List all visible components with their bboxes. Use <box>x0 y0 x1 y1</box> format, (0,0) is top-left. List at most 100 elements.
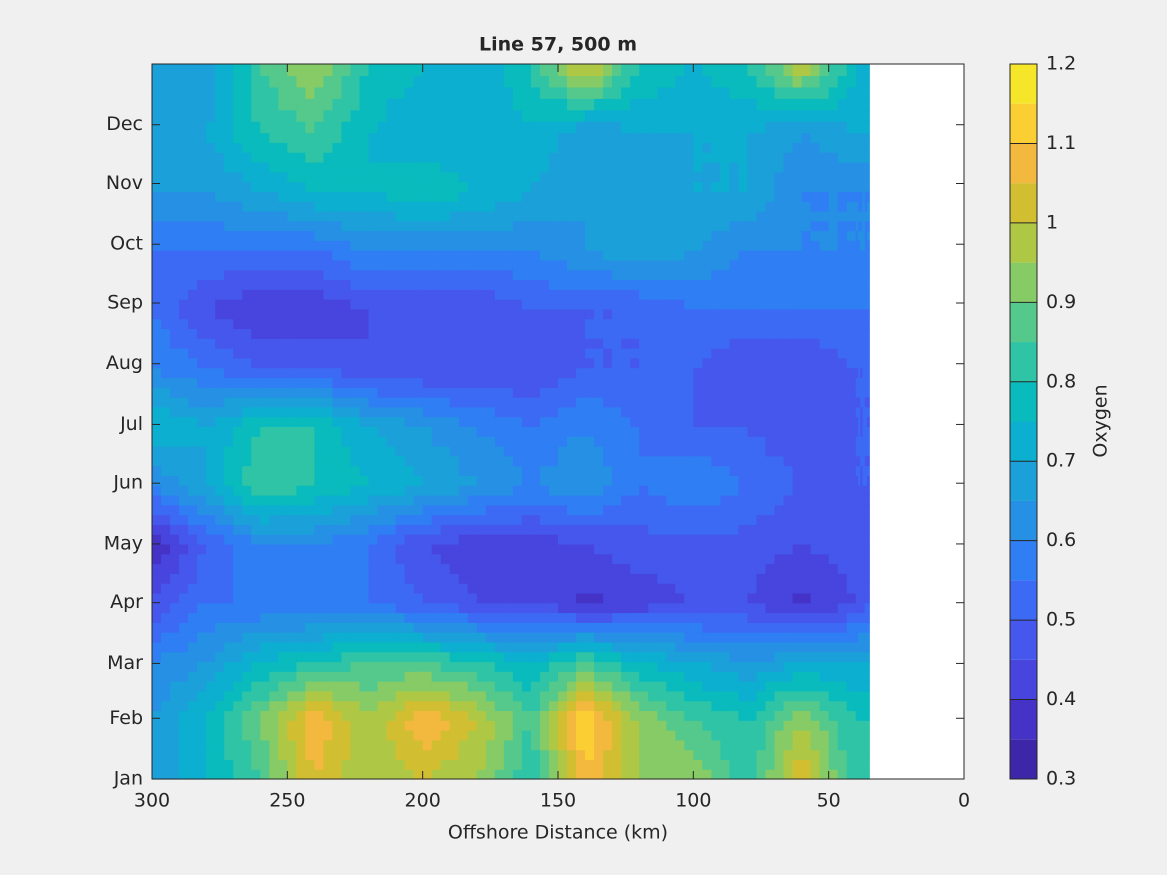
contour-cell <box>639 230 649 241</box>
contour-cell <box>386 308 397 320</box>
contour-cell <box>521 426 532 437</box>
contour-cell <box>332 749 343 761</box>
contour-cell <box>224 279 234 290</box>
contour-cell <box>720 367 731 379</box>
contour-cell <box>359 543 370 555</box>
contour-cell <box>341 749 352 761</box>
contour-cell <box>485 348 496 359</box>
contour-cell <box>539 201 550 212</box>
contour-cell <box>612 690 622 702</box>
contour-cell <box>242 230 252 241</box>
contour-cell <box>729 426 740 437</box>
contour-cell <box>711 524 721 535</box>
contour-cell <box>278 612 288 623</box>
contour-cell <box>576 416 586 427</box>
contour-cell <box>512 494 523 506</box>
contour-cell <box>161 583 171 594</box>
contour-cell <box>287 348 297 359</box>
contour-cell <box>395 465 406 476</box>
contour-cell <box>558 201 568 212</box>
contour-cell <box>386 534 397 545</box>
contour-cell <box>857 250 861 261</box>
contour-cell <box>810 700 821 712</box>
contour-cell <box>359 279 370 290</box>
contour-cell <box>233 524 243 535</box>
contour-cell <box>720 700 731 712</box>
contour-cell <box>377 700 388 712</box>
contour-cell <box>567 759 577 770</box>
contour-cell <box>846 612 857 623</box>
contour-cell <box>720 416 731 427</box>
contour-cell <box>862 494 866 506</box>
contour-cell <box>783 592 794 604</box>
contour-cell <box>413 455 424 467</box>
contour-cell <box>161 563 171 574</box>
contour-cell <box>530 406 541 418</box>
contour-cell <box>224 534 234 545</box>
contour-cell <box>431 730 442 741</box>
contour-cell <box>648 543 658 555</box>
contour-cell <box>386 671 397 682</box>
contour-cell <box>765 250 776 261</box>
contour-cell <box>792 583 803 594</box>
contour-cell <box>332 759 343 770</box>
contour-cell <box>197 514 207 525</box>
contour-cell <box>539 485 550 496</box>
contour-cell <box>224 191 234 202</box>
contour-cell <box>476 397 487 408</box>
contour-cell <box>449 397 460 408</box>
contour-cell <box>684 622 694 633</box>
contour-cell <box>846 445 857 457</box>
contour-cell <box>603 250 613 261</box>
contour-cell <box>567 583 577 594</box>
contour-cell <box>864 573 868 584</box>
contour-cell <box>720 602 731 614</box>
contour-cell <box>801 201 812 212</box>
contour-cell <box>332 573 343 584</box>
contour-cell <box>702 250 712 261</box>
contour-cell <box>648 641 658 653</box>
contour-cell <box>341 308 352 320</box>
contour-cell <box>296 387 306 398</box>
contour-cell <box>837 681 848 692</box>
contour-cell <box>756 602 767 614</box>
contour-cell <box>305 749 315 761</box>
contour-cell <box>867 485 870 496</box>
contour-cell <box>152 769 162 780</box>
contour-cell <box>594 661 604 672</box>
contour-cell <box>287 318 297 330</box>
contour-cell <box>341 269 352 281</box>
contour-cell <box>819 397 830 408</box>
contour-cell <box>467 769 478 780</box>
contour-cell <box>251 485 261 496</box>
contour-cell <box>476 367 487 379</box>
contour-cell <box>684 573 694 584</box>
contour-cell <box>567 543 577 555</box>
contour-cell <box>585 426 595 437</box>
contour-cell <box>846 220 857 232</box>
contour-cell <box>860 367 864 379</box>
contour-cell <box>251 504 261 516</box>
contour-cell <box>287 485 297 496</box>
contour-cell <box>521 338 532 349</box>
contour-cell <box>305 602 315 614</box>
contour-cell <box>765 651 776 663</box>
contour-cell <box>860 397 864 408</box>
contour-cell <box>332 690 343 702</box>
contour-cell <box>639 299 649 310</box>
contour-cell <box>206 250 216 261</box>
contour-cell <box>684 279 694 290</box>
contour-cell <box>215 690 225 702</box>
contour-cell <box>413 514 424 525</box>
contour-cell <box>440 455 451 467</box>
contour-cell <box>287 299 297 310</box>
contour-cell <box>837 436 848 447</box>
contour-cell <box>720 397 731 408</box>
contour-cell <box>305 553 315 565</box>
contour-cell <box>395 475 406 486</box>
contour-cell <box>152 710 162 721</box>
contour-cell <box>855 651 859 663</box>
contour-cell <box>170 524 180 535</box>
contour-cell <box>738 573 749 584</box>
contour-cell <box>179 690 189 702</box>
